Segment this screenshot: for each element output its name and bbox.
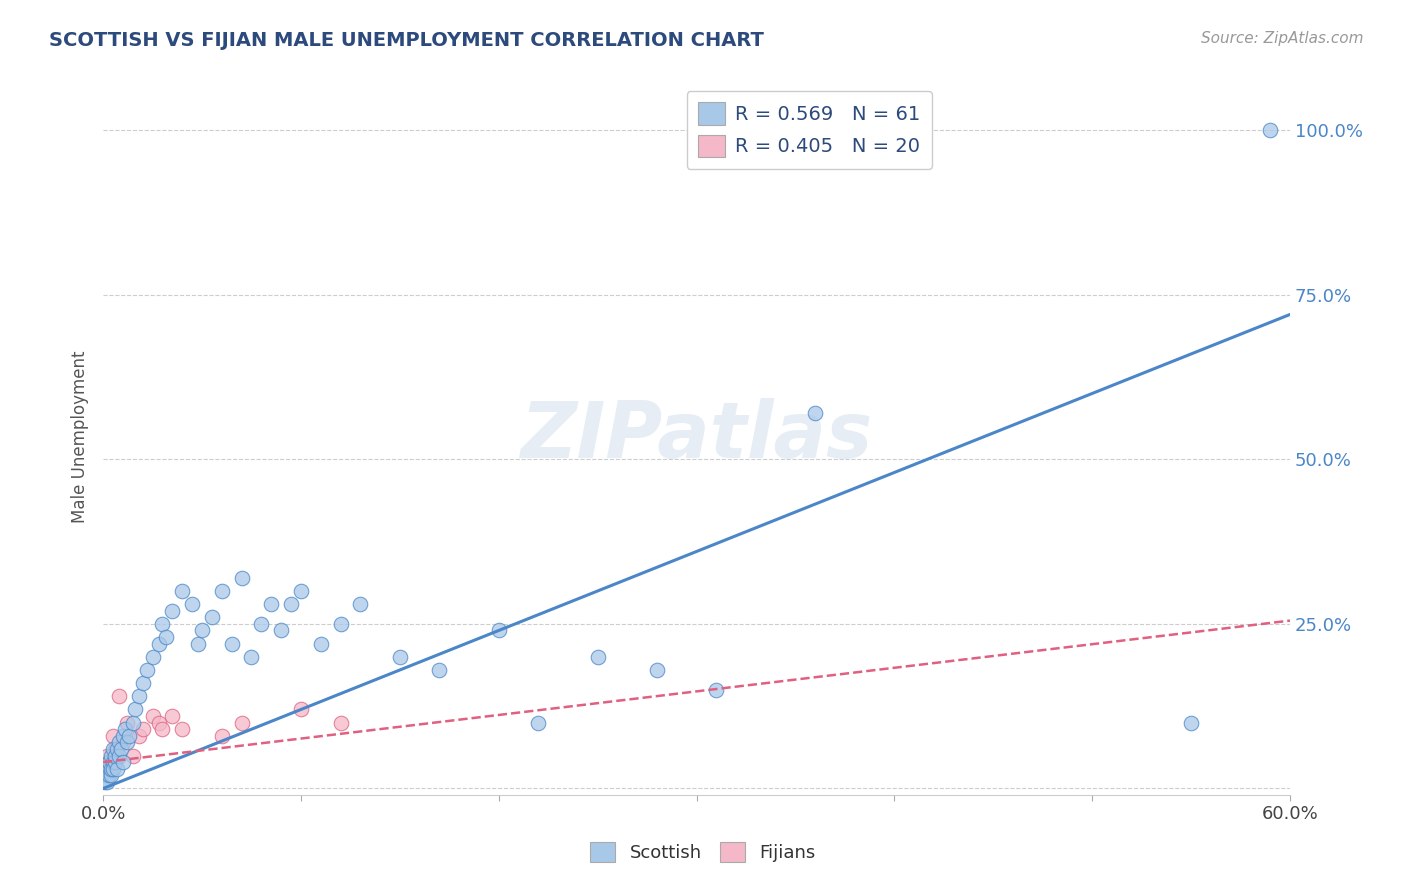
Point [148,637,170,651]
Point [94,762,117,776]
Point [121,748,143,763]
Point [162,709,184,723]
Point [104,755,127,769]
Point [152,723,174,737]
Point [111,729,134,743]
Point [98,768,121,782]
Point [121,715,143,730]
Point [98,755,121,769]
Point [804,406,827,420]
Point [270,624,292,638]
Point [142,649,165,664]
Point [118,729,141,743]
Point [148,715,170,730]
Point [250,616,273,631]
Point [231,715,253,730]
Legend: Scottish, Fijians: Scottish, Fijians [583,834,823,870]
Point [142,709,165,723]
Point [155,630,177,644]
Point [349,597,371,611]
Y-axis label: Male Unemployment: Male Unemployment [72,350,89,523]
Point [96,748,118,763]
Point [124,702,146,716]
Point [105,742,128,756]
Point [128,729,150,743]
Point [1180,715,1202,730]
Point [108,735,131,749]
Point [162,604,184,618]
Point [101,729,124,743]
Point [191,624,214,638]
Point [135,663,157,677]
Point [128,690,150,704]
Point [100,768,122,782]
Point [108,748,131,763]
Legend: R = 0.569   N = 61, R = 0.405   N = 20: R = 0.569 N = 61, R = 0.405 N = 20 [686,91,932,169]
Point [98,755,121,769]
Point [260,597,283,611]
Point [290,584,312,599]
Point [201,610,224,624]
Point [388,649,411,664]
Point [115,735,138,749]
Point [152,616,174,631]
Point [211,729,233,743]
Point [94,775,117,789]
Point [221,637,243,651]
Point [98,762,121,776]
Point [105,762,128,776]
Text: Source: ZipAtlas.com: Source: ZipAtlas.com [1201,31,1364,46]
Text: SCOTTISH VS FIJIAN MALE UNEMPLOYMENT CORRELATION CHART: SCOTTISH VS FIJIAN MALE UNEMPLOYMENT COR… [49,31,763,50]
Point [329,616,352,631]
Point [114,723,136,737]
Point [101,755,124,769]
Point [104,748,127,763]
Point [115,715,138,730]
Point [240,649,263,664]
Point [101,742,124,756]
Point [100,762,122,776]
Point [329,715,352,730]
Point [181,597,204,611]
Point [96,775,118,789]
Point [290,702,312,716]
Point [111,755,134,769]
Point [101,762,124,776]
Point [131,723,153,737]
Point [110,742,132,756]
Point [704,682,727,697]
Point [645,663,668,677]
Point [131,676,153,690]
Point [172,723,194,737]
Point [488,624,510,638]
Point [527,715,550,730]
Point [231,571,253,585]
Point [586,649,609,664]
Point [1258,123,1281,137]
Point [280,597,302,611]
Point [172,584,194,599]
Point [96,768,118,782]
Point [108,690,131,704]
Point [309,637,332,651]
Text: ZIPatlas: ZIPatlas [520,398,873,475]
Point [111,735,134,749]
Point [187,637,209,651]
Point [100,748,122,763]
Point [429,663,451,677]
Point [211,584,233,599]
Point [104,742,127,756]
